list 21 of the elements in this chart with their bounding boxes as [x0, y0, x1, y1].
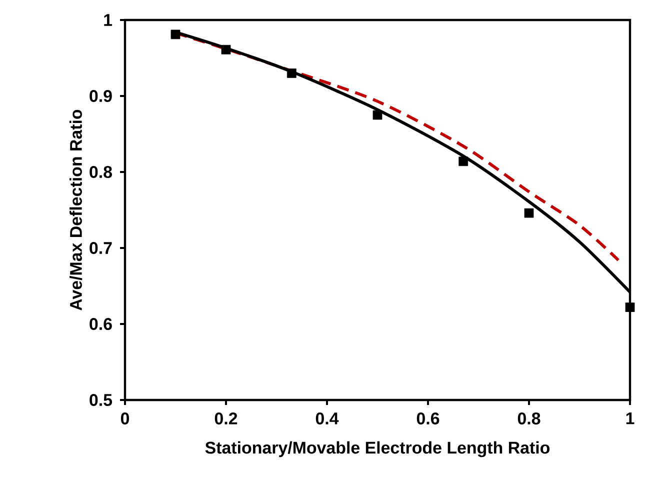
point	[286, 68, 296, 78]
y-tick-label: 0.9	[90, 90, 112, 102]
x-tick-label: 0.8	[518, 412, 540, 424]
y-tick-label: 0.6	[90, 318, 112, 330]
point	[221, 44, 231, 54]
point	[372, 110, 382, 120]
x-tick-label: 1	[626, 412, 634, 424]
y-tick-label: 0.8	[90, 166, 112, 178]
point	[625, 302, 635, 312]
x-tick-label: 0.2	[214, 412, 238, 424]
y-axis-title: Ave/Max Deflection Ratio	[70, 110, 82, 310]
y-tick-label: 0.5	[90, 394, 112, 406]
point	[170, 30, 180, 40]
point	[524, 208, 534, 218]
x-axis-title: Stationary/Movable Electrode Length Ratio	[205, 441, 550, 458]
x-tick-label: 0.6	[416, 412, 440, 424]
y-tick-label: 0.7	[90, 242, 112, 254]
x-tick-label: 0.4	[316, 412, 339, 424]
x-tick-label: 0	[120, 412, 130, 424]
y-tick-label: 1	[104, 14, 112, 26]
point	[458, 156, 468, 166]
